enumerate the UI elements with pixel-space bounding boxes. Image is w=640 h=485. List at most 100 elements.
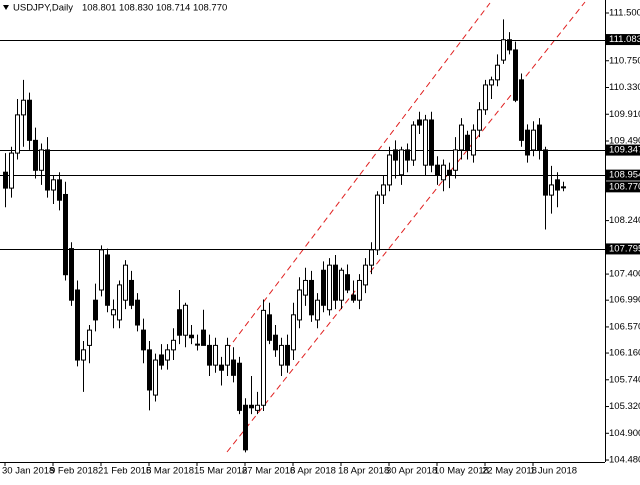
hline-price-label: 108.954: [609, 170, 640, 181]
candle-body: [369, 249, 374, 266]
candle-body: [171, 339, 176, 351]
y-tick-label: 110.750: [609, 55, 640, 66]
x-tick-label: 21 Feb 2018: [98, 466, 151, 477]
candle-body: [147, 349, 152, 391]
candle-body: [423, 119, 428, 166]
y-tick-label: 109.490: [609, 136, 640, 147]
hline-price-box: [606, 243, 640, 255]
y-tick-label: 105.320: [609, 401, 640, 412]
candle-body: [51, 179, 56, 191]
y-tick-label: 110.330: [609, 82, 640, 93]
candle-body: [111, 309, 116, 316]
candle-body: [435, 164, 440, 176]
candle-body: [33, 139, 38, 171]
candle-body: [75, 289, 80, 361]
candle-body: [519, 79, 524, 141]
candle-body: [417, 119, 422, 126]
candle-body: [63, 193, 68, 276]
candle-body: [459, 124, 464, 151]
candle-body: [381, 184, 386, 196]
candle-body: [165, 349, 170, 361]
candle-body: [483, 84, 488, 111]
candle-body: [243, 404, 248, 451]
candle-body: [9, 152, 14, 189]
candle-body: [465, 134, 470, 151]
candle-body: [261, 309, 266, 406]
x-tick-label: 10 May 2018: [434, 466, 489, 477]
candle-body: [351, 294, 356, 301]
candle-body: [321, 269, 326, 306]
ohlc-readout: 108.801 108.830 108.714 108.770: [82, 3, 227, 14]
menu-triangle[interactable]: [3, 5, 9, 10]
x-tick-label: 1 Jun 2018: [530, 466, 577, 477]
x-tick-label: 5 Mar 2018: [146, 466, 194, 477]
candle-body: [15, 114, 20, 154]
candle-body: [405, 149, 410, 161]
candle-body: [69, 248, 74, 301]
candle-body: [525, 129, 530, 156]
candle-body: [81, 349, 86, 361]
candle-body: [159, 354, 164, 366]
candle-body: [117, 284, 122, 321]
candle-body: [537, 124, 542, 151]
candle-body: [501, 39, 506, 61]
candle-body: [393, 149, 398, 161]
candle-body: [495, 64, 500, 81]
candle-body: [273, 334, 278, 351]
candle-body: [225, 344, 230, 366]
candle-body: [315, 299, 320, 321]
candle-body: [99, 249, 104, 291]
y-tick-label: 106.160: [609, 348, 640, 359]
y-tick-label: 108.240: [609, 215, 640, 226]
candle-body: [411, 124, 416, 161]
x-tick-label: 6 Apr 2018: [290, 466, 336, 477]
candle-body: [471, 129, 476, 156]
candle-body: [267, 314, 272, 341]
candle-body: [105, 254, 110, 306]
candle-body: [531, 129, 536, 151]
candle-body: [561, 186, 566, 189]
candle-body: [213, 344, 218, 366]
candle-body: [87, 329, 92, 346]
candle-body: [135, 299, 140, 326]
candle-body: [279, 344, 284, 366]
candle-body: [3, 171, 8, 189]
hline-price-box: [606, 34, 640, 46]
y-tick-label: 107.400: [609, 269, 640, 280]
candle-body: [447, 169, 452, 176]
candle-body: [141, 329, 146, 351]
candle-body: [183, 304, 188, 336]
candle-body: [195, 343, 200, 346]
channel-lower: [226, 1, 586, 453]
x-tick-label: 27 Mar 2018: [242, 466, 295, 477]
candle-body: [507, 39, 512, 51]
hline-price-box: [606, 169, 640, 181]
candle-body: [123, 264, 128, 301]
symbol-title: USDJPY,Daily: [13, 3, 73, 14]
candle-body: [333, 264, 338, 301]
hline-price-label: 107.795: [609, 243, 640, 254]
candle-body: [255, 404, 260, 411]
hline-price-box: [606, 144, 640, 156]
channel-upper: [226, 2, 491, 351]
candle-body: [441, 164, 446, 181]
hline-price-label: 111.083: [609, 34, 640, 45]
candle-body: [27, 99, 32, 141]
candle-body: [387, 154, 392, 186]
x-tick-label: 30 Jan 2018: [2, 466, 54, 477]
candle-body: [345, 274, 350, 291]
candle-body: [357, 279, 362, 301]
candle-body: [453, 149, 458, 171]
candle-body: [549, 184, 554, 196]
candle-body: [249, 404, 254, 409]
y-tick-label: 106.570: [609, 321, 640, 332]
last-price-box: [606, 181, 640, 193]
candle-body: [555, 179, 560, 191]
candle-body: [219, 364, 224, 371]
candle-body: [543, 149, 548, 196]
candle-body: [177, 309, 182, 336]
x-tick-label: 18 Apr 2018: [338, 466, 389, 477]
candle-body: [513, 49, 518, 101]
candle-body: [339, 269, 344, 301]
